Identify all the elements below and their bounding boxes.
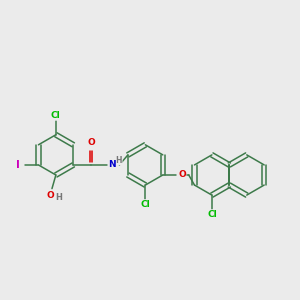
Text: Cl: Cl (51, 111, 61, 120)
Text: O: O (46, 190, 54, 200)
Text: H: H (56, 193, 63, 202)
Text: O: O (87, 138, 95, 147)
Text: I: I (16, 160, 20, 170)
Text: Cl: Cl (207, 210, 217, 219)
Text: O: O (178, 170, 186, 179)
Text: Cl: Cl (140, 200, 150, 209)
Text: H: H (116, 156, 122, 165)
Text: N: N (108, 160, 116, 169)
